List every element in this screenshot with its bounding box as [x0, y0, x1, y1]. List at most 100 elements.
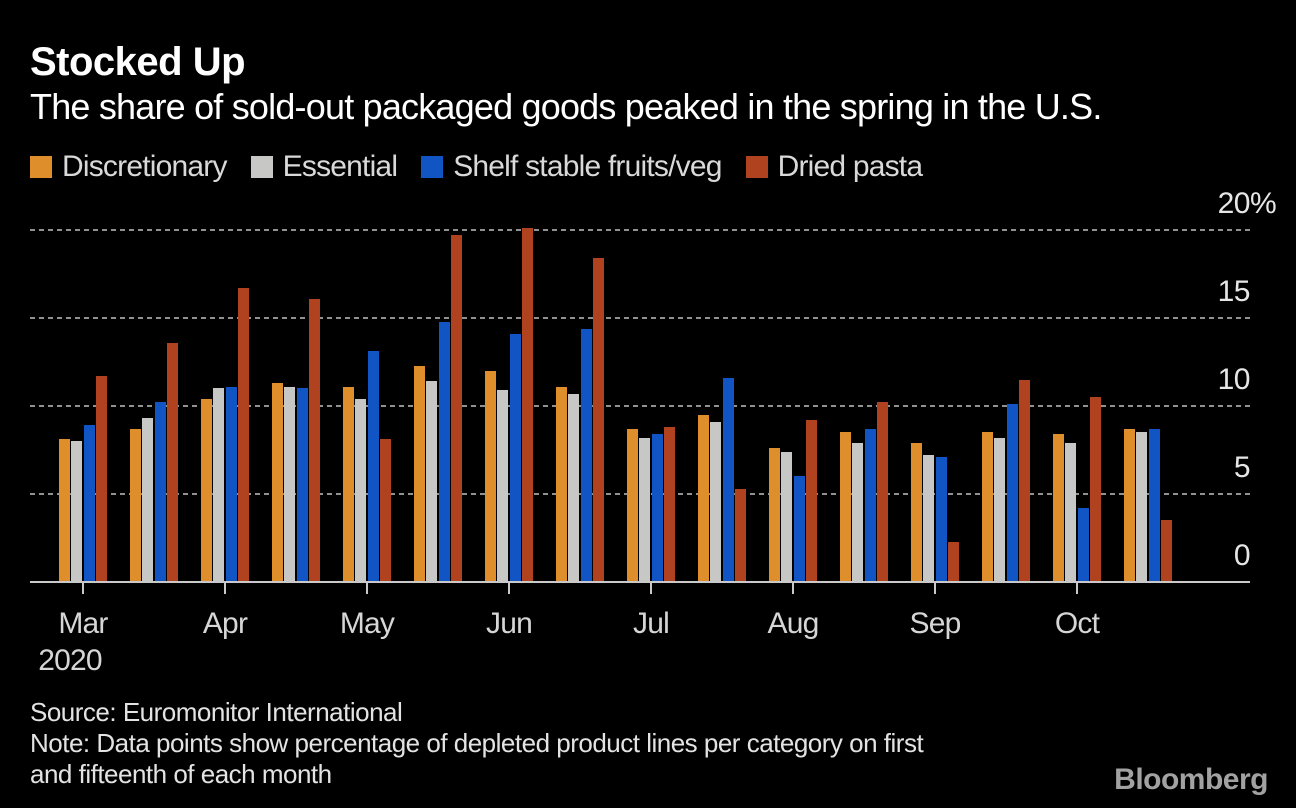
- bar-shelf-stable-fruits-veg-aug-1: [793, 476, 805, 582]
- bar-essential-apr-1: [213, 388, 225, 582]
- bar-shelf-stable-fruits-veg-jun-1: [509, 333, 521, 582]
- bar-discretionary-jul-1: [627, 428, 638, 582]
- legend-item-essential: Essential: [250, 150, 398, 184]
- gridline-15: [30, 317, 1250, 319]
- bar-essential-jul-15: [710, 421, 722, 582]
- legend-label-discretionary: Discretionary: [62, 150, 227, 183]
- legend-item-dried-pasta: Dried pasta: [745, 150, 923, 184]
- bar-essential-may-1: [355, 398, 367, 582]
- x-axis-tick-apr: [224, 583, 226, 594]
- bar-dried-pasta-sep-1: [947, 541, 959, 582]
- chart-subtitle: The share of sold-out packaged goods pea…: [30, 86, 1102, 127]
- bar-dried-pasta-may-15: [450, 235, 462, 582]
- x-axis-tick-jul: [650, 583, 652, 594]
- bar-shelf-stable-fruits-veg-oct-15: [1148, 428, 1160, 582]
- bar-discretionary-apr-15: [272, 383, 283, 582]
- legend-item-shelf-stable-fruits-veg: Shelf stable fruits/veg: [421, 150, 722, 184]
- bar-discretionary-jun-15: [556, 386, 567, 582]
- bar-dried-pasta-apr-1: [237, 288, 249, 582]
- bar-shelf-stable-fruits-veg-jun-15: [580, 328, 592, 582]
- bar-dried-pasta-mar-1: [95, 376, 107, 582]
- x-axis-year-label: 2020: [38, 644, 102, 677]
- bar-dried-pasta-apr-15: [308, 298, 320, 582]
- bar-shelf-stable-fruits-veg-jul-1: [651, 434, 663, 582]
- bloomberg-logo: Bloomberg: [1114, 763, 1268, 796]
- bar-essential-sep-15: [994, 437, 1006, 582]
- bar-shelf-stable-fruits-veg-may-1: [367, 351, 379, 582]
- bar-essential-jul-1: [639, 437, 651, 582]
- bar-discretionary-sep-15: [982, 432, 993, 582]
- x-axis-tick-oct: [1076, 583, 1078, 594]
- bar-discretionary-aug-1: [769, 448, 780, 582]
- bar-dried-pasta-jun-1: [521, 228, 533, 582]
- y-axis-label-10: 10: [1217, 363, 1251, 396]
- bar-dried-pasta-jul-1: [663, 427, 675, 582]
- bar-essential-mar-1: [71, 441, 83, 582]
- footnote-line-1: Note: Data points show percentage of dep…: [30, 728, 924, 758]
- bar-shelf-stable-fruits-veg-oct-1: [1077, 508, 1089, 582]
- x-axis-label-jul: Jul: [633, 607, 670, 640]
- bar-dried-pasta-aug-1: [805, 420, 817, 582]
- gridline-20: [30, 229, 1250, 231]
- bar-essential-mar-15: [142, 418, 154, 582]
- bar-shelf-stable-fruits-veg-apr-15: [296, 388, 308, 582]
- bar-essential-may-15: [426, 381, 438, 582]
- chart-footer: Source: Euromonitor International Note: …: [30, 697, 924, 790]
- y-axis-label-5: 5: [1233, 451, 1251, 484]
- bar-discretionary-jun-1: [485, 370, 496, 582]
- bar-dried-pasta-may-1: [379, 439, 391, 582]
- bar-shelf-stable-fruits-veg-mar-15: [154, 402, 166, 582]
- chart-title: Stocked Up: [30, 40, 246, 84]
- bar-shelf-stable-fruits-veg-sep-15: [1006, 404, 1018, 582]
- x-axis-tick-sep: [934, 583, 936, 594]
- bar-discretionary-mar-1: [59, 439, 70, 582]
- bar-discretionary-oct-1: [1053, 434, 1064, 582]
- bar-shelf-stable-fruits-veg-mar-1: [83, 425, 95, 582]
- x-axis-label-mar: Mar: [58, 607, 108, 640]
- bar-dried-pasta-aug-15: [876, 402, 888, 582]
- x-axis-tick-mar: [82, 583, 84, 594]
- legend-item-discretionary: Discretionary: [30, 150, 227, 184]
- x-axis-label-aug: Aug: [767, 607, 820, 640]
- x-axis-label-sep: Sep: [909, 607, 962, 640]
- bar-essential-oct-1: [1065, 442, 1077, 582]
- legend-swatch-shelf-stable-fruits-veg: [421, 156, 444, 178]
- x-axis-label-oct: Oct: [1054, 607, 1100, 640]
- bar-discretionary-mar-15: [130, 428, 141, 582]
- bar-discretionary-may-15: [414, 365, 425, 582]
- bar-shelf-stable-fruits-veg-aug-15: [864, 428, 876, 582]
- bar-shelf-stable-fruits-veg-apr-1: [225, 386, 237, 582]
- bar-discretionary-apr-1: [201, 398, 212, 582]
- bar-essential-jun-1: [497, 390, 509, 582]
- bar-dried-pasta-mar-15: [166, 342, 178, 582]
- legend-swatch-essential: [250, 156, 273, 178]
- x-axis-tick-aug: [792, 583, 794, 594]
- bar-essential-apr-15: [284, 386, 296, 582]
- bar-dried-pasta-sep-15: [1018, 379, 1030, 582]
- legend-swatch-discretionary: [30, 156, 52, 178]
- percent-sign: %: [1250, 187, 1277, 220]
- bar-essential-oct-15: [1136, 432, 1148, 582]
- x-axis-tick-jun: [508, 583, 510, 594]
- bar-shelf-stable-fruits-veg-sep-1: [935, 457, 947, 582]
- y-axis-label-15: 15: [1217, 275, 1251, 308]
- y-axis-label-20: 20%: [1217, 187, 1277, 220]
- bar-discretionary-may-1: [343, 386, 354, 582]
- legend-swatch-dried-pasta: [745, 156, 768, 178]
- bar-essential-jun-15: [568, 393, 580, 582]
- footnote-line-2: and fifteenth of each month: [30, 759, 332, 789]
- bar-discretionary-aug-15: [840, 432, 851, 582]
- y-axis-label-0: 0: [1233, 539, 1251, 572]
- bar-discretionary-sep-1: [911, 442, 922, 582]
- x-axis-label-may: May: [339, 607, 395, 640]
- source-note: Source: Euromonitor International: [30, 697, 403, 727]
- bar-dried-pasta-jul-15: [734, 488, 746, 582]
- legend-label-dried-pasta: Dried pasta: [777, 150, 923, 183]
- legend-label-essential: Essential: [282, 150, 398, 183]
- x-axis-line: [30, 581, 1250, 583]
- x-axis-label-apr: Apr: [202, 607, 248, 640]
- legend-label-shelf-stable-fruits-veg: Shelf stable fruits/veg: [453, 150, 722, 183]
- gridline-10: [30, 405, 1250, 407]
- bar-discretionary-oct-15: [1124, 428, 1135, 582]
